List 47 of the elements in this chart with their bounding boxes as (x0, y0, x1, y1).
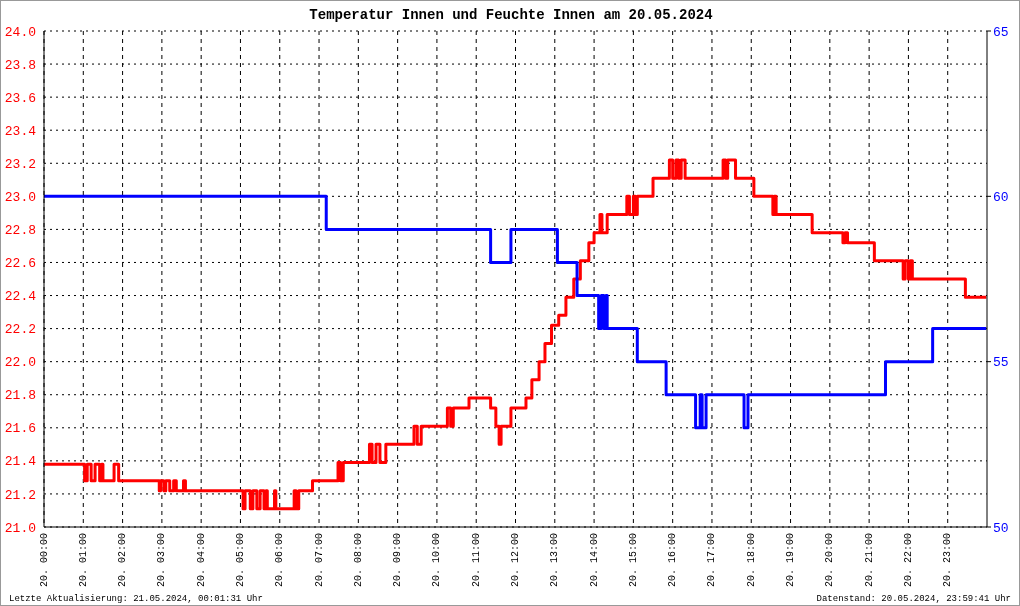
y-tick-label: 22.4 (4, 289, 37, 305)
x-tick-label: 20. 08:00 (352, 533, 364, 588)
x-tick-label: 20. 00:00 (38, 533, 50, 588)
x-tick-label: 20. 23:00 (942, 533, 954, 588)
x-tick-label: 20. 18:00 (745, 533, 757, 588)
y2-tick-label: 55 (993, 355, 1009, 371)
y-tick-label: 23.4 (4, 123, 37, 139)
y-tick-label: 22.2 (4, 322, 36, 338)
y-tick-label: 23.2 (4, 156, 36, 172)
x-tick-label: 20. 05:00 (234, 533, 246, 588)
y-tick-label: 23.0 (4, 189, 36, 205)
x-tick-label: 20. 04:00 (195, 533, 207, 588)
text: Datenstand: 20.05.2024, 23:59:41 Uhr (816, 594, 1011, 604)
x-tick-label: 20. 20:00 (824, 533, 836, 588)
x-tick-label: 20. 15:00 (627, 533, 639, 588)
y-tick-label: 22.8 (4, 223, 36, 239)
y-tick-label: 21.2 (4, 487, 36, 503)
y-tick-label: 21.0 (4, 520, 36, 536)
y-tick-label: 21.8 (4, 388, 36, 404)
y-tick-label: 22.0 (4, 355, 36, 371)
x-tick-label: 20. 01:00 (77, 533, 89, 588)
y2-tick-label: 65 (993, 24, 1009, 40)
y-tick-label: 23.6 (4, 90, 36, 106)
y-tick-label: 21.4 (4, 454, 37, 470)
x-tick-label: 20. 11:00 (470, 533, 482, 588)
y-tick-label: 21.6 (4, 421, 36, 437)
x-tick-label: 20. 13:00 (549, 533, 561, 588)
y-tick-label: 22.6 (4, 256, 36, 272)
chart-title: Temperatur Innen und Feuchte Innen am 20.05.2024 (308, 7, 714, 23)
x-tick-label: 20. 10:00 (431, 533, 443, 588)
x-tick-label: 20. 06:00 (274, 533, 286, 588)
x-tick-label: 20. 19:00 (785, 533, 797, 588)
x-tick-label: 20. 21:00 (863, 533, 875, 588)
x-tick-label: 20. 02:00 (117, 533, 129, 588)
y-tick-label: 23.8 (4, 57, 36, 73)
x-tick-label: 20. 16:00 (667, 533, 679, 588)
x-tick-label: 20. 14:00 (588, 533, 600, 588)
y2-tick-label: 50 (993, 520, 1009, 536)
text: Letzte Aktualisierung: 21.05.2024, 00:01:31 Uhr (9, 594, 263, 604)
x-tick-label: 20. 22:00 (902, 533, 914, 588)
y2-tick-label: 60 (993, 189, 1009, 205)
x-tick-label: 20. 12:00 (510, 533, 521, 588)
y-tick-label: 24.0 (4, 24, 36, 40)
x-tick-label: 20. 07:00 (313, 533, 325, 588)
x-tick-label: 20. 03:00 (156, 533, 168, 588)
x-tick-label: 20. 09:00 (392, 533, 404, 588)
x-tick-label: 20. 17:00 (706, 533, 718, 588)
